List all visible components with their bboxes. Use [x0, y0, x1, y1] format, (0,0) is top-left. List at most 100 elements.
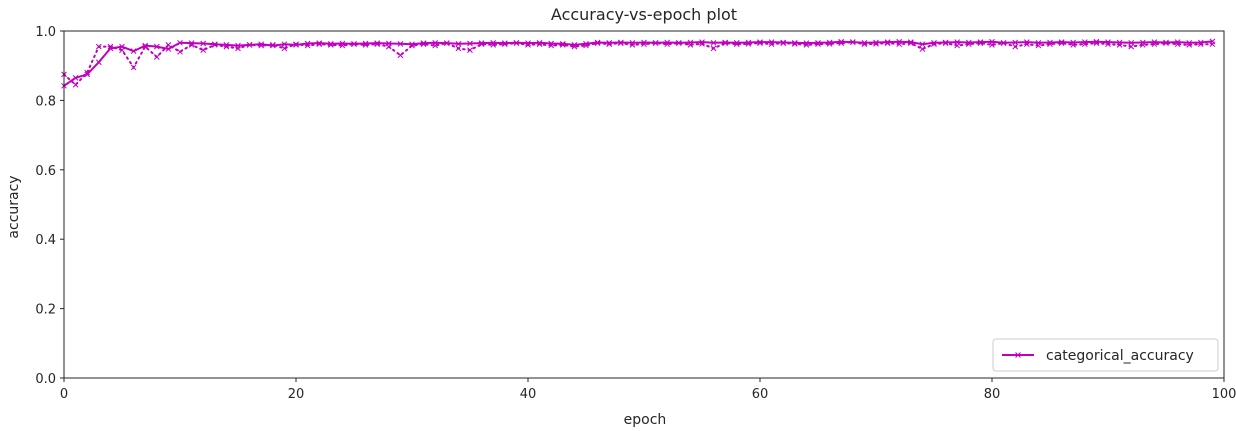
plot-area — [61, 38, 1216, 89]
data-point-marker — [826, 40, 833, 47]
data-point-marker — [1058, 40, 1065, 46]
data-point-marker — [942, 40, 949, 46]
data-point-marker — [130, 64, 137, 71]
data-point-marker — [84, 69, 91, 76]
data-point-marker — [559, 42, 566, 48]
data-point-marker — [965, 41, 972, 48]
data-point-marker — [1070, 42, 1077, 48]
data-point-marker — [907, 40, 914, 46]
data-point-marker — [896, 41, 903, 48]
axis-ticks: 0 20 40 60 80 100 0.0 0.2 0.4 0.6 0.8 1.0 — [35, 25, 1236, 402]
x-tick-label: 60 — [752, 387, 769, 402]
data-point-marker — [327, 42, 334, 48]
legend-label: categorical_accuracy — [1046, 348, 1194, 364]
data-point-marker — [1000, 40, 1007, 46]
data-point-marker — [675, 40, 682, 46]
data-point-marker — [525, 42, 531, 48]
data-point-marker — [235, 45, 241, 52]
data-point-marker — [211, 42, 218, 48]
data-point-marker — [200, 47, 207, 53]
data-point-marker — [142, 42, 149, 49]
data-point-marker — [815, 41, 821, 48]
data-point-marker — [1105, 41, 1111, 48]
data-point-marker — [849, 39, 856, 45]
data-point-marker — [861, 41, 868, 48]
data-point-marker — [641, 41, 647, 48]
data-point-marker — [84, 71, 91, 78]
y-tick-label: 0.2 — [35, 303, 56, 318]
data-point-marker — [177, 39, 183, 46]
data-point-marker — [107, 43, 114, 50]
legend-marker — [1015, 352, 1021, 358]
data-point-marker — [316, 41, 323, 48]
data-point-marker — [722, 40, 729, 46]
data-point-marker — [571, 43, 578, 50]
data-point-marker — [1047, 41, 1053, 48]
data-point-marker — [513, 40, 520, 46]
data-point-marker — [351, 41, 357, 48]
data-point-marker — [687, 42, 694, 48]
data-point-marker — [397, 40, 404, 47]
data-point-marker — [1128, 43, 1135, 50]
data-point-marker — [443, 40, 450, 46]
data-point-marker — [919, 41, 926, 48]
data-point-marker — [699, 40, 705, 47]
data-point-marker — [954, 42, 961, 49]
data-point-marker — [1081, 41, 1088, 48]
data-point-marker — [119, 47, 125, 53]
data-point-marker — [1139, 42, 1146, 48]
data-point-marker — [72, 81, 79, 88]
series-line-1 — [63, 41, 1214, 87]
data-point-marker — [989, 42, 995, 48]
data-point-marker — [1012, 39, 1019, 46]
data-point-marker — [269, 42, 276, 48]
data-point-marker — [130, 48, 137, 54]
data-point-marker — [583, 42, 589, 49]
chart-title: Accuracy-vs-epoch plot — [551, 5, 737, 24]
data-point-marker — [246, 42, 253, 48]
data-point-marker — [455, 40, 462, 47]
y-tick-label: 0.4 — [35, 233, 56, 248]
x-tick-label: 100 — [1212, 387, 1236, 402]
data-point-marker — [1197, 41, 1204, 48]
data-point-marker — [838, 40, 845, 46]
x-tick-label: 20 — [288, 387, 305, 402]
data-point-marker — [420, 41, 427, 48]
data-point-marker — [977, 40, 984, 46]
x-tick-label: 80 — [984, 387, 1001, 402]
data-point-marker — [188, 42, 195, 48]
data-point-marker — [873, 40, 879, 47]
axes-frame — [63, 30, 1225, 379]
data-point-marker — [1035, 42, 1042, 49]
data-point-marker — [455, 45, 462, 52]
data-point-marker — [281, 41, 288, 48]
data-point-marker — [1139, 39, 1146, 46]
y-tick-label: 0.6 — [35, 164, 56, 179]
data-point-marker — [931, 41, 937, 48]
data-point-marker — [548, 42, 555, 49]
y-tick-label: 0.8 — [35, 94, 56, 109]
data-point-marker — [768, 41, 775, 48]
data-point-marker — [733, 41, 740, 48]
data-point-marker — [745, 40, 752, 47]
data-point-marker — [1012, 43, 1019, 50]
data-point-marker — [791, 40, 798, 47]
data-point-marker — [467, 40, 473, 47]
data-point-marker — [153, 43, 160, 50]
data-point-marker — [629, 42, 636, 48]
y-tick-label: 0.0 — [35, 372, 56, 387]
data-point-marker — [409, 42, 415, 49]
data-point-marker — [385, 43, 392, 50]
x-tick-label: 40 — [520, 387, 537, 402]
data-point-marker — [710, 45, 717, 52]
data-point-marker — [95, 43, 102, 50]
series-line-0 — [63, 40, 1214, 87]
data-point-marker — [1209, 41, 1216, 48]
data-point-marker — [919, 46, 926, 52]
data-point-marker — [780, 40, 787, 46]
data-point-marker — [293, 41, 299, 48]
data-point-marker — [374, 41, 381, 48]
data-point-marker — [223, 43, 230, 50]
data-point-marker — [617, 40, 624, 46]
y-tick-label: 1.0 — [35, 25, 56, 40]
